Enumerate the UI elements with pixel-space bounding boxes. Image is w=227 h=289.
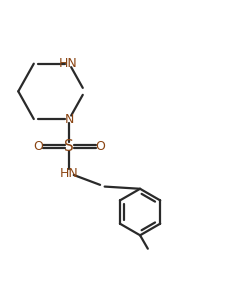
Text: HN: HN	[59, 57, 77, 70]
Text: O: O	[33, 140, 43, 153]
Text: S: S	[64, 139, 74, 154]
Text: O: O	[95, 140, 105, 153]
Text: N: N	[64, 112, 74, 125]
Text: HN: HN	[60, 167, 79, 180]
